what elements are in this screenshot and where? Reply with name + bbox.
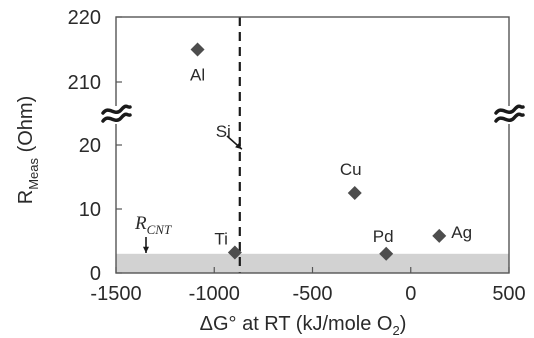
y-axis-title: RMeas (Ohm)	[15, 96, 41, 204]
data-point-al	[190, 42, 205, 57]
si-pointer-arrow-icon	[226, 135, 243, 150]
point-label-pd: Pd	[373, 227, 394, 246]
point-label-ag: Ag	[451, 223, 472, 242]
data-point-ti	[227, 245, 242, 260]
x-axis-title: ΔG° at RT (kJ/mole O2)	[200, 313, 407, 338]
point-label-ti: Ti	[214, 230, 228, 249]
x-tick-label: -1500	[90, 283, 141, 305]
data-point-ag	[432, 228, 447, 243]
x-tick-label: 500	[492, 283, 525, 305]
rcnt-label: RCNT	[134, 213, 172, 237]
y-tick-label: 0	[90, 263, 101, 285]
y-tick-label: 10	[79, 199, 101, 221]
y-tick-label: 210	[68, 72, 101, 94]
right-axis-break-icon	[494, 104, 525, 124]
data-point-pd	[379, 246, 394, 261]
x-tick-label: -1000	[189, 283, 240, 305]
point-label-al: Al	[190, 66, 205, 85]
y-tick-label: 220	[68, 7, 101, 29]
data-point-cu	[347, 186, 362, 200]
point-label-cu: Cu	[340, 160, 362, 179]
x-tick-label: -500	[292, 283, 332, 305]
plot-frame	[115, 16, 510, 274]
left-axis-break-icon	[101, 104, 132, 124]
svg-text:RMeas (Ohm): RMeas (Ohm)	[15, 96, 41, 204]
x-tick-label: 0	[405, 283, 416, 305]
y-tick-label: 20	[79, 135, 101, 157]
rcnt-pointer-arrow-icon	[142, 237, 150, 253]
